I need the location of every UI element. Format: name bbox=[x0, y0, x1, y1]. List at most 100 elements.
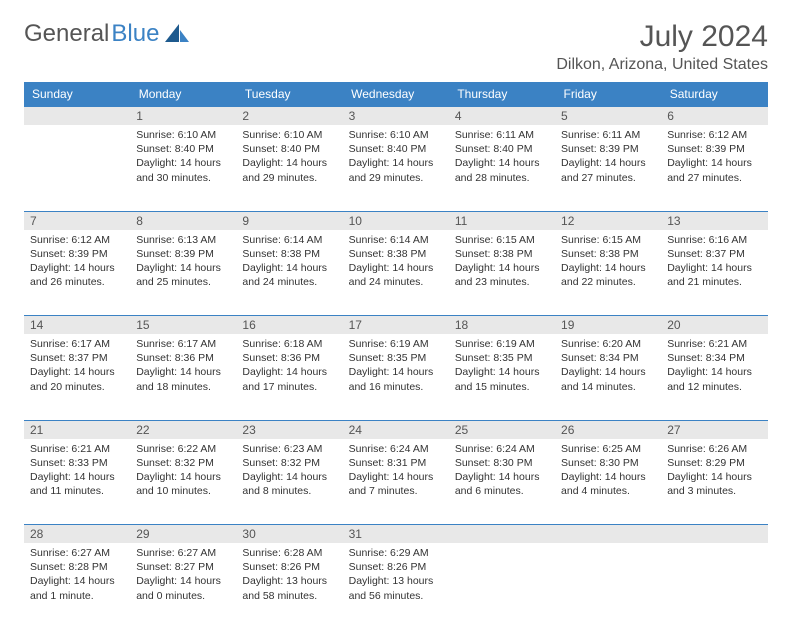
sunset-text: Sunset: 8:31 PM bbox=[349, 456, 443, 470]
daylight-text: Daylight: 14 hours and 15 minutes. bbox=[455, 365, 549, 393]
sunrise-text: Sunrise: 6:20 AM bbox=[561, 337, 655, 351]
daylight-text: Daylight: 14 hours and 21 minutes. bbox=[667, 261, 761, 289]
day-number: 27 bbox=[661, 421, 767, 439]
sunrise-text: Sunrise: 6:27 AM bbox=[136, 546, 230, 560]
day-number-cell: 6 bbox=[661, 107, 767, 126]
day-number bbox=[449, 525, 555, 543]
sunrise-text: Sunrise: 6:16 AM bbox=[667, 233, 761, 247]
day-content-cell: Sunrise: 6:12 AMSunset: 8:39 PMDaylight:… bbox=[661, 125, 767, 211]
sunset-text: Sunset: 8:32 PM bbox=[136, 456, 230, 470]
day-content: Sunrise: 6:29 AMSunset: 8:26 PMDaylight:… bbox=[343, 543, 449, 609]
day-number: 12 bbox=[555, 212, 661, 230]
sunset-text: Sunset: 8:39 PM bbox=[667, 142, 761, 156]
sunrise-text: Sunrise: 6:17 AM bbox=[136, 337, 230, 351]
day-number-cell: 19 bbox=[555, 316, 661, 335]
sunset-text: Sunset: 8:39 PM bbox=[30, 247, 124, 261]
daylight-text: Daylight: 14 hours and 22 minutes. bbox=[561, 261, 655, 289]
day-number-cell: 8 bbox=[130, 211, 236, 230]
day-content-cell bbox=[661, 543, 767, 629]
sunrise-text: Sunrise: 6:18 AM bbox=[242, 337, 336, 351]
day-content: Sunrise: 6:10 AMSunset: 8:40 PMDaylight:… bbox=[130, 125, 236, 191]
day-content: Sunrise: 6:10 AMSunset: 8:40 PMDaylight:… bbox=[343, 125, 449, 191]
day-content-cell bbox=[449, 543, 555, 629]
day-number-cell: 4 bbox=[449, 107, 555, 126]
day-content: Sunrise: 6:19 AMSunset: 8:35 PMDaylight:… bbox=[343, 334, 449, 400]
day-number: 21 bbox=[24, 421, 130, 439]
day-number: 5 bbox=[555, 107, 661, 125]
day-content-cell: Sunrise: 6:29 AMSunset: 8:26 PMDaylight:… bbox=[343, 543, 449, 629]
day-number: 1 bbox=[130, 107, 236, 125]
day-number-cell: 10 bbox=[343, 211, 449, 230]
day-content: Sunrise: 6:13 AMSunset: 8:39 PMDaylight:… bbox=[130, 230, 236, 296]
day-content-cell: Sunrise: 6:22 AMSunset: 8:32 PMDaylight:… bbox=[130, 439, 236, 525]
logo-text-1: General bbox=[24, 20, 109, 48]
day-number: 11 bbox=[449, 212, 555, 230]
daynum-row: 21222324252627 bbox=[24, 420, 768, 439]
sunrise-text: Sunrise: 6:17 AM bbox=[30, 337, 124, 351]
daylight-text: Daylight: 14 hours and 27 minutes. bbox=[561, 156, 655, 184]
sunset-text: Sunset: 8:38 PM bbox=[455, 247, 549, 261]
daynum-row: 28293031 bbox=[24, 525, 768, 544]
day-number: 23 bbox=[236, 421, 342, 439]
sunset-text: Sunset: 8:35 PM bbox=[455, 351, 549, 365]
logo-sail-icon bbox=[165, 24, 191, 44]
day-number-cell: 24 bbox=[343, 420, 449, 439]
daylight-text: Daylight: 14 hours and 14 minutes. bbox=[561, 365, 655, 393]
sunset-text: Sunset: 8:34 PM bbox=[561, 351, 655, 365]
day-content: Sunrise: 6:26 AMSunset: 8:29 PMDaylight:… bbox=[661, 439, 767, 505]
day-content: Sunrise: 6:23 AMSunset: 8:32 PMDaylight:… bbox=[236, 439, 342, 505]
logo: GeneralBlue bbox=[24, 20, 191, 48]
day-content-cell: Sunrise: 6:17 AMSunset: 8:36 PMDaylight:… bbox=[130, 334, 236, 420]
day-number-cell bbox=[555, 525, 661, 544]
day-number-cell: 31 bbox=[343, 525, 449, 544]
day-content-cell: Sunrise: 6:14 AMSunset: 8:38 PMDaylight:… bbox=[236, 230, 342, 316]
weekday-header: Thursday bbox=[449, 82, 555, 107]
day-number-cell: 2 bbox=[236, 107, 342, 126]
sunrise-text: Sunrise: 6:12 AM bbox=[30, 233, 124, 247]
day-number: 7 bbox=[24, 212, 130, 230]
day-number-cell: 27 bbox=[661, 420, 767, 439]
sunset-text: Sunset: 8:35 PM bbox=[349, 351, 443, 365]
sunset-text: Sunset: 8:30 PM bbox=[561, 456, 655, 470]
daylight-text: Daylight: 14 hours and 24 minutes. bbox=[242, 261, 336, 289]
sunrise-text: Sunrise: 6:14 AM bbox=[349, 233, 443, 247]
sunrise-text: Sunrise: 6:10 AM bbox=[349, 128, 443, 142]
sunset-text: Sunset: 8:38 PM bbox=[242, 247, 336, 261]
day-number: 31 bbox=[343, 525, 449, 543]
sunrise-text: Sunrise: 6:22 AM bbox=[136, 442, 230, 456]
day-content-cell: Sunrise: 6:24 AMSunset: 8:31 PMDaylight:… bbox=[343, 439, 449, 525]
day-content-cell: Sunrise: 6:19 AMSunset: 8:35 PMDaylight:… bbox=[449, 334, 555, 420]
day-content: Sunrise: 6:24 AMSunset: 8:30 PMDaylight:… bbox=[449, 439, 555, 505]
sunrise-text: Sunrise: 6:24 AM bbox=[455, 442, 549, 456]
sunset-text: Sunset: 8:40 PM bbox=[349, 142, 443, 156]
daylight-text: Daylight: 14 hours and 1 minute. bbox=[30, 574, 124, 602]
day-content-cell: Sunrise: 6:26 AMSunset: 8:29 PMDaylight:… bbox=[661, 439, 767, 525]
sunrise-text: Sunrise: 6:13 AM bbox=[136, 233, 230, 247]
day-number: 25 bbox=[449, 421, 555, 439]
calendar-body: 123456Sunrise: 6:10 AMSunset: 8:40 PMDay… bbox=[24, 107, 768, 629]
day-content-cell: Sunrise: 6:11 AMSunset: 8:40 PMDaylight:… bbox=[449, 125, 555, 211]
daylight-text: Daylight: 14 hours and 17 minutes. bbox=[242, 365, 336, 393]
calendar-table: SundayMondayTuesdayWednesdayThursdayFrid… bbox=[24, 82, 768, 629]
day-number: 30 bbox=[236, 525, 342, 543]
day-content: Sunrise: 6:10 AMSunset: 8:40 PMDaylight:… bbox=[236, 125, 342, 191]
day-number-cell bbox=[24, 107, 130, 126]
day-number: 4 bbox=[449, 107, 555, 125]
day-content-cell: Sunrise: 6:25 AMSunset: 8:30 PMDaylight:… bbox=[555, 439, 661, 525]
day-content: Sunrise: 6:17 AMSunset: 8:36 PMDaylight:… bbox=[130, 334, 236, 400]
sunrise-text: Sunrise: 6:24 AM bbox=[349, 442, 443, 456]
day-content-cell: Sunrise: 6:20 AMSunset: 8:34 PMDaylight:… bbox=[555, 334, 661, 420]
daylight-text: Daylight: 14 hours and 11 minutes. bbox=[30, 470, 124, 498]
weekday-header-row: SundayMondayTuesdayWednesdayThursdayFrid… bbox=[24, 82, 768, 107]
weekday-header: Tuesday bbox=[236, 82, 342, 107]
day-number: 22 bbox=[130, 421, 236, 439]
daynum-row: 123456 bbox=[24, 107, 768, 126]
day-number: 28 bbox=[24, 525, 130, 543]
day-content-cell: Sunrise: 6:11 AMSunset: 8:39 PMDaylight:… bbox=[555, 125, 661, 211]
sunset-text: Sunset: 8:26 PM bbox=[349, 560, 443, 574]
daylight-text: Daylight: 14 hours and 18 minutes. bbox=[136, 365, 230, 393]
content-row: Sunrise: 6:27 AMSunset: 8:28 PMDaylight:… bbox=[24, 543, 768, 629]
sunrise-text: Sunrise: 6:26 AM bbox=[667, 442, 761, 456]
day-content-cell: Sunrise: 6:16 AMSunset: 8:37 PMDaylight:… bbox=[661, 230, 767, 316]
sunset-text: Sunset: 8:40 PM bbox=[455, 142, 549, 156]
